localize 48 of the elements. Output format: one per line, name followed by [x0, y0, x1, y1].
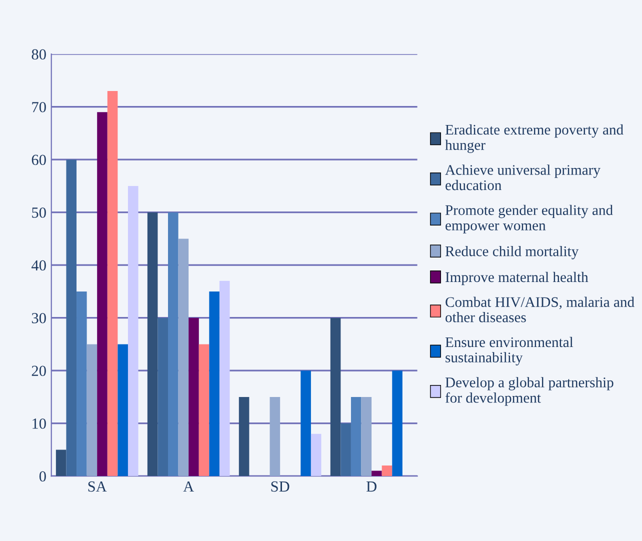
legend-label: Improve maternal health: [446, 272, 588, 286]
legend-label: Develop a global partnership for development: [445, 377, 614, 406]
bar: [168, 212, 178, 476]
bar: [76, 291, 87, 476]
y-tick-label: 60: [32, 154, 46, 166]
x-tick-label: SD: [271, 481, 290, 492]
y-tick-label: 70: [32, 102, 46, 112]
bar: [392, 370, 402, 476]
bar: [382, 466, 392, 476]
legend-label: Reduce child mortality: [445, 246, 579, 260]
bar: [66, 160, 77, 476]
bar: [118, 344, 128, 476]
bar: [97, 112, 108, 476]
bar: [128, 186, 138, 476]
bar: [361, 396, 372, 476]
bar: [158, 318, 168, 476]
bar: [270, 396, 280, 476]
legend-label: Eradicate extreme poverty and hunger: [445, 124, 624, 153]
bar: [107, 91, 118, 476]
x-tick-label: D: [366, 482, 376, 492]
y-tick-label: 50: [32, 207, 46, 218]
bar: [147, 212, 158, 476]
bar: [300, 370, 311, 476]
x-tick-label: SA: [88, 481, 107, 492]
bar: [330, 318, 341, 476]
x-tick-label: A: [183, 481, 194, 492]
y-tick-label: 30: [32, 312, 46, 324]
legend-label: Combat HIV/AIDS, malaria and other diseases: [446, 296, 634, 322]
bar: [86, 344, 98, 476]
y-tick-label: 20: [32, 366, 46, 376]
bar: [350, 396, 362, 476]
bar: [340, 423, 351, 476]
bar: [219, 280, 230, 476]
y-tick-label: 10: [32, 418, 46, 429]
y-tick-label: 40: [32, 260, 46, 271]
bar: [209, 291, 220, 476]
bar: [56, 450, 66, 476]
bar: [198, 344, 210, 476]
bar: [310, 434, 322, 476]
legend-label: Achieve universal primary education: [445, 164, 600, 190]
bar: [188, 318, 199, 476]
legend-label: Ensure environmental sustainability: [445, 336, 574, 366]
bar: [178, 238, 189, 476]
bar: [238, 396, 250, 476]
bar: [372, 470, 382, 476]
y-tick-label: 80: [32, 49, 46, 60]
legend-label: Promote gender equality and empower women: [445, 204, 613, 234]
y-tick-label: 0: [39, 471, 46, 482]
